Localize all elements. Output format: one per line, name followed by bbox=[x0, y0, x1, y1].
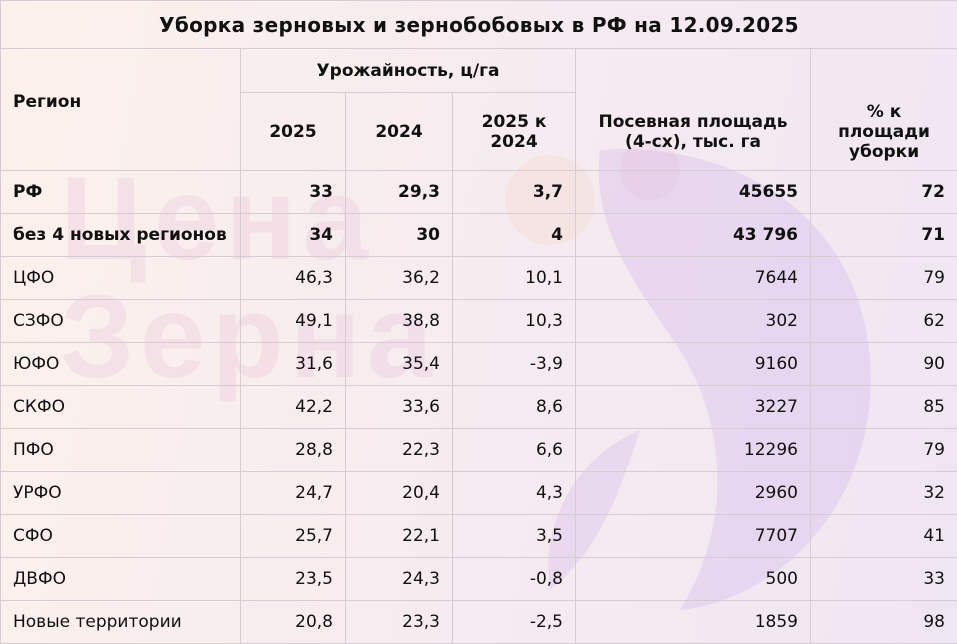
cell-pct: 79 bbox=[811, 257, 957, 300]
cell-y2025: 20,8 bbox=[241, 601, 346, 644]
cell-diff: 3,7 bbox=[453, 171, 576, 214]
cell-area: 500 bbox=[576, 558, 811, 601]
cell-y2024: 22,3 bbox=[346, 429, 453, 472]
cell-y2025: 49,1 bbox=[241, 300, 346, 343]
cell-region: ЦФО bbox=[1, 257, 241, 300]
cell-diff: 3,5 bbox=[453, 515, 576, 558]
header-diff: 2025 к 2024 bbox=[453, 93, 576, 171]
table-title: Уборка зерновых и зернобобовых в РФ на 1… bbox=[1, 1, 957, 49]
cell-pct: 98 bbox=[811, 601, 957, 644]
cell-y2024: 20,4 bbox=[346, 472, 453, 515]
header-pct: % к площади уборки bbox=[811, 49, 957, 171]
cell-area: 45655 bbox=[576, 171, 811, 214]
cell-region: без 4 новых регионов bbox=[1, 214, 241, 257]
cell-area: 12296 bbox=[576, 429, 811, 472]
cell-diff: -0,8 bbox=[453, 558, 576, 601]
cell-y2025: 28,8 bbox=[241, 429, 346, 472]
cell-region: ДВФО bbox=[1, 558, 241, 601]
header-2024: 2024 bbox=[346, 93, 453, 171]
header-yield-group: Урожайность, ц/га bbox=[241, 49, 576, 93]
cell-y2024: 22,1 bbox=[346, 515, 453, 558]
cell-diff: 6,6 bbox=[453, 429, 576, 472]
cell-diff: -2,5 bbox=[453, 601, 576, 644]
cell-diff: 10,1 bbox=[453, 257, 576, 300]
cell-y2024: 29,3 bbox=[346, 171, 453, 214]
cell-pct: 41 bbox=[811, 515, 957, 558]
cell-diff: 8,6 bbox=[453, 386, 576, 429]
cell-y2025: 24,7 bbox=[241, 472, 346, 515]
cell-y2025: 23,5 bbox=[241, 558, 346, 601]
cell-area: 302 bbox=[576, 300, 811, 343]
cell-y2025: 46,3 bbox=[241, 257, 346, 300]
cell-y2024: 38,8 bbox=[346, 300, 453, 343]
cell-area: 2960 bbox=[576, 472, 811, 515]
cell-area: 7707 bbox=[576, 515, 811, 558]
header-region: Регион bbox=[1, 49, 241, 171]
cell-y2024: 24,3 bbox=[346, 558, 453, 601]
cell-diff: 4,3 bbox=[453, 472, 576, 515]
header-area: Посевная площадь (4-сх), тыс. га bbox=[576, 49, 811, 171]
cell-pct: 72 bbox=[811, 171, 957, 214]
cell-pct: 90 bbox=[811, 343, 957, 386]
cell-y2025: 31,6 bbox=[241, 343, 346, 386]
cell-y2024: 35,4 bbox=[346, 343, 453, 386]
cell-y2024: 33,6 bbox=[346, 386, 453, 429]
cell-region: ЮФО bbox=[1, 343, 241, 386]
cell-y2025: 25,7 bbox=[241, 515, 346, 558]
cell-y2025: 33 bbox=[241, 171, 346, 214]
cell-pct: 85 bbox=[811, 386, 957, 429]
cell-area: 1859 bbox=[576, 601, 811, 644]
cell-region: СЗФО bbox=[1, 300, 241, 343]
cell-diff: 10,3 bbox=[453, 300, 576, 343]
cell-region: Новые территории bbox=[1, 601, 241, 644]
cell-pct: 32 bbox=[811, 472, 957, 515]
cell-y2025: 34 bbox=[241, 214, 346, 257]
cell-region: СКФО bbox=[1, 386, 241, 429]
cell-y2024: 23,3 bbox=[346, 601, 453, 644]
cell-y2025: 42,2 bbox=[241, 386, 346, 429]
cell-pct: 71 bbox=[811, 214, 957, 257]
cell-y2024: 30 bbox=[346, 214, 453, 257]
cell-area: 9160 bbox=[576, 343, 811, 386]
cell-region: СФО bbox=[1, 515, 241, 558]
cell-diff: 4 bbox=[453, 214, 576, 257]
cell-region: ПФО bbox=[1, 429, 241, 472]
cell-region: УРФО bbox=[1, 472, 241, 515]
cell-pct: 33 bbox=[811, 558, 957, 601]
cell-area: 7644 bbox=[576, 257, 811, 300]
cell-area: 43 796 bbox=[576, 214, 811, 257]
cell-y2024: 36,2 bbox=[346, 257, 453, 300]
cell-area: 3227 bbox=[576, 386, 811, 429]
cell-pct: 62 bbox=[811, 300, 957, 343]
cell-diff: -3,9 bbox=[453, 343, 576, 386]
header-2025: 2025 bbox=[241, 93, 346, 171]
cell-pct: 79 bbox=[811, 429, 957, 472]
cell-region: РФ bbox=[1, 171, 241, 214]
